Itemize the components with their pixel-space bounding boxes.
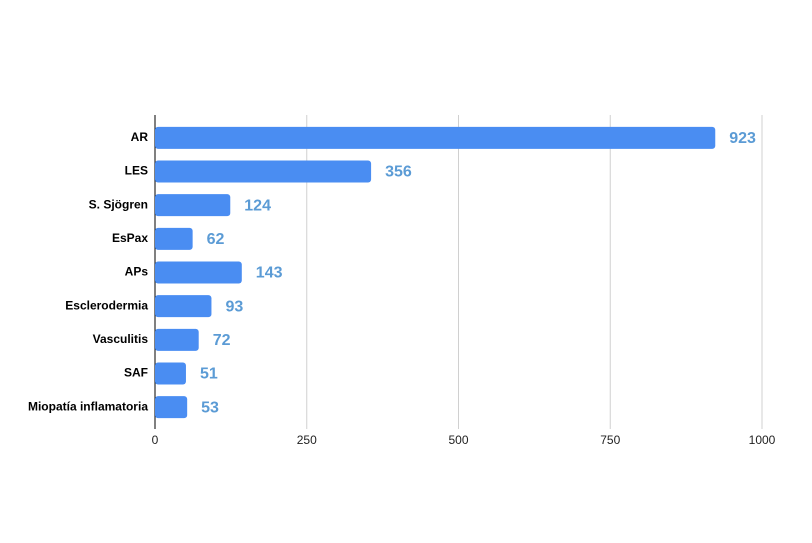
bar: [155, 362, 186, 385]
y-tick-label: Miopatía inflamatoria: [28, 399, 148, 413]
value-label: 93: [225, 298, 243, 315]
y-tick-label: SAF: [124, 366, 148, 380]
x-tick-label: 500: [448, 433, 468, 447]
y-tick-label: AR: [131, 130, 149, 144]
value-label: 124: [244, 197, 271, 214]
value-label: 923: [729, 130, 756, 147]
bar: [155, 227, 193, 250]
x-tick-label: 750: [600, 433, 620, 447]
y-tick-label: S. Sjögren: [89, 197, 148, 211]
y-tick-label: Vasculitis: [93, 332, 149, 346]
y-tick-label: EsPax: [112, 231, 148, 245]
bar: [155, 160, 372, 183]
value-label: 72: [213, 332, 231, 349]
bar: [155, 261, 242, 284]
value-label: 62: [207, 231, 225, 248]
value-label: 143: [256, 265, 283, 282]
x-tick-label: 0: [152, 433, 159, 447]
x-tick-label: 1000: [749, 433, 776, 447]
y-tick-label: LES: [125, 164, 148, 178]
x-tick-label: 250: [297, 433, 317, 447]
bar: [155, 295, 212, 318]
bar: [155, 126, 716, 149]
value-label: 356: [385, 164, 412, 181]
y-tick-label: Esclerodermia: [65, 298, 148, 312]
value-label: 53: [201, 399, 219, 416]
bar: [155, 328, 199, 351]
value-label: 51: [200, 366, 218, 383]
bar: [155, 396, 188, 419]
bar: [155, 194, 231, 217]
y-tick-label: APs: [125, 265, 149, 279]
